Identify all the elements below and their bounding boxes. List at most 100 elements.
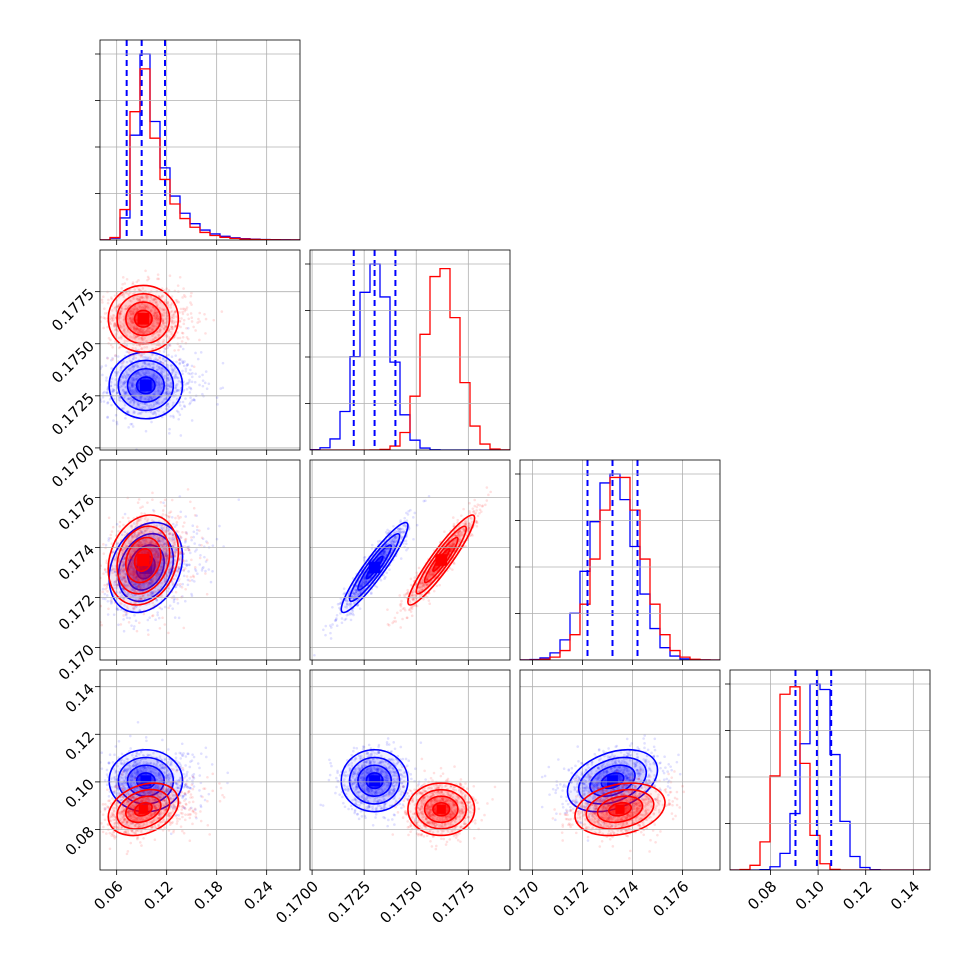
scatter-point [160,366,163,370]
scatter-point [163,579,167,583]
scatter-point [144,330,147,334]
scatter-point [132,357,135,360]
scatter-point [158,539,161,543]
scatter-point [166,525,169,529]
scatter-point [122,572,125,575]
scatter-point [126,593,130,597]
scatter-point [168,573,172,576]
scatter-point [135,343,139,347]
scatter-point [181,296,184,299]
scatter-point [359,585,362,588]
scatter-point [349,611,352,615]
scatter-point [146,356,150,359]
scatter-point [140,331,144,335]
scatter-point [131,535,135,539]
scatter-point [166,384,169,387]
scatter-point [146,305,149,309]
scatter-point [155,316,159,319]
scatter-point [158,329,162,332]
scatter-point [141,332,145,335]
scatter-point [151,338,155,341]
scatter-point [156,537,160,540]
scatter-point [124,304,128,308]
scatter-point [149,374,152,378]
scatter-point [171,325,174,329]
scatter-point [153,314,156,317]
scatter-point [140,410,144,414]
scatter-point [178,584,182,588]
scatter-point [152,322,155,325]
scatter-point [135,535,139,539]
scatter-point [184,397,187,400]
scatter-point [169,531,172,535]
scatter-point [130,564,134,568]
scatter-point [193,565,197,569]
scatter-point [155,574,159,577]
scatter-point [120,293,123,297]
scatter-point [122,560,125,564]
density-peak-series-0 [140,379,152,392]
scatter-point [119,316,122,319]
scatter-point [151,328,154,332]
scatter-point [137,599,140,603]
scatter-point [143,336,146,340]
scatter-point [149,543,153,546]
scatter-point [123,329,126,332]
scatter-point [159,500,163,504]
scatter-point [119,368,122,372]
scatter-point [152,542,155,546]
scatter-point [115,372,119,376]
scatter-point [168,427,171,431]
scatter-point [392,524,395,528]
scatter-point [161,523,164,526]
scatter-point [165,579,169,583]
scatter-point [192,575,196,579]
scatter-point [125,611,129,615]
scatter-point [156,611,159,614]
scatter-point [139,597,143,601]
scatter-point [128,542,132,546]
scatter-point [172,314,176,317]
scatter-point [189,396,192,399]
scatter-point [113,328,117,332]
scatter-point [184,515,188,518]
scatter-point [193,514,197,517]
scatter-point [107,539,110,542]
scatter-point [178,336,182,340]
scatter-point [90,322,93,325]
scatter-point [135,308,139,311]
scatter-point [132,553,136,557]
scatter-point [141,287,145,290]
scatter-point [142,331,146,335]
scatter-point [379,578,383,582]
scatter-point [178,361,182,365]
scatter-point [124,391,128,395]
scatter-point [114,580,117,584]
scatter-point [160,535,163,539]
scatter-point [157,402,161,406]
scatter-point [183,405,187,409]
scatter-point [114,378,118,381]
scatter-point [147,593,150,597]
scatter-point [165,556,169,559]
scatter-point [172,369,175,372]
scatter-point [155,316,159,320]
scatter-point [123,282,127,285]
scatter-point [165,403,169,407]
scatter-point [186,488,190,491]
scatter-point [136,544,139,547]
scatter-point [175,397,179,401]
scatter-point [106,583,110,586]
scatter-point [111,387,115,391]
scatter-point [130,422,134,426]
scatter-point [132,572,135,576]
scatter-point [128,616,132,620]
scatter-point [130,560,134,564]
scatter-point [135,573,139,577]
scatter-point [173,367,176,371]
scatter-point [164,559,168,562]
scatter-point [132,584,136,587]
scatter-point [157,382,161,385]
scatter-point [174,548,178,552]
scatter-point [182,287,185,290]
